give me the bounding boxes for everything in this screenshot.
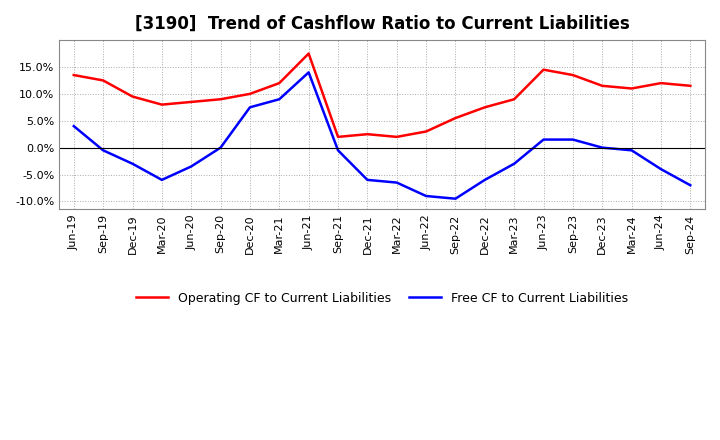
Free CF to Current Liabilities xyxy=(305,70,313,75)
Free CF to Current Liabilities xyxy=(333,148,342,153)
Free CF to Current Liabilities xyxy=(275,97,284,102)
Free CF to Current Liabilities xyxy=(187,164,196,169)
Operating CF to Current Liabilities xyxy=(187,99,196,105)
Operating CF to Current Liabilities xyxy=(305,51,313,56)
Operating CF to Current Liabilities xyxy=(422,129,431,134)
Line: Operating CF to Current Liabilities: Operating CF to Current Liabilities xyxy=(73,54,690,137)
Free CF to Current Liabilities xyxy=(539,137,548,142)
Operating CF to Current Liabilities xyxy=(216,97,225,102)
Free CF to Current Liabilities xyxy=(598,145,606,150)
Operating CF to Current Liabilities xyxy=(686,83,695,88)
Operating CF to Current Liabilities xyxy=(99,78,107,83)
Free CF to Current Liabilities xyxy=(392,180,401,185)
Free CF to Current Liabilities xyxy=(480,177,489,183)
Operating CF to Current Liabilities xyxy=(69,73,78,78)
Free CF to Current Liabilities xyxy=(510,161,518,166)
Free CF to Current Liabilities xyxy=(627,148,636,153)
Free CF to Current Liabilities xyxy=(422,193,431,198)
Line: Free CF to Current Liabilities: Free CF to Current Liabilities xyxy=(73,72,690,199)
Operating CF to Current Liabilities xyxy=(627,86,636,91)
Free CF to Current Liabilities xyxy=(216,145,225,150)
Free CF to Current Liabilities xyxy=(657,166,665,172)
Operating CF to Current Liabilities xyxy=(128,94,137,99)
Free CF to Current Liabilities xyxy=(128,161,137,166)
Free CF to Current Liabilities xyxy=(69,124,78,129)
Operating CF to Current Liabilities xyxy=(569,73,577,78)
Free CF to Current Liabilities xyxy=(99,148,107,153)
Operating CF to Current Liabilities xyxy=(333,134,342,139)
Operating CF to Current Liabilities xyxy=(598,83,606,88)
Title: [3190]  Trend of Cashflow Ratio to Current Liabilities: [3190] Trend of Cashflow Ratio to Curren… xyxy=(135,15,629,33)
Operating CF to Current Liabilities xyxy=(510,97,518,102)
Free CF to Current Liabilities xyxy=(569,137,577,142)
Free CF to Current Liabilities xyxy=(246,105,254,110)
Operating CF to Current Liabilities xyxy=(451,115,460,121)
Operating CF to Current Liabilities xyxy=(480,105,489,110)
Operating CF to Current Liabilities xyxy=(539,67,548,72)
Operating CF to Current Liabilities xyxy=(158,102,166,107)
Operating CF to Current Liabilities xyxy=(363,132,372,137)
Free CF to Current Liabilities xyxy=(451,196,460,202)
Free CF to Current Liabilities xyxy=(363,177,372,183)
Free CF to Current Liabilities xyxy=(686,183,695,188)
Free CF to Current Liabilities xyxy=(158,177,166,183)
Operating CF to Current Liabilities xyxy=(392,134,401,139)
Legend: Operating CF to Current Liabilities, Free CF to Current Liabilities: Operating CF to Current Liabilities, Fre… xyxy=(131,287,633,310)
Operating CF to Current Liabilities xyxy=(657,81,665,86)
Operating CF to Current Liabilities xyxy=(275,81,284,86)
Operating CF to Current Liabilities xyxy=(246,91,254,96)
